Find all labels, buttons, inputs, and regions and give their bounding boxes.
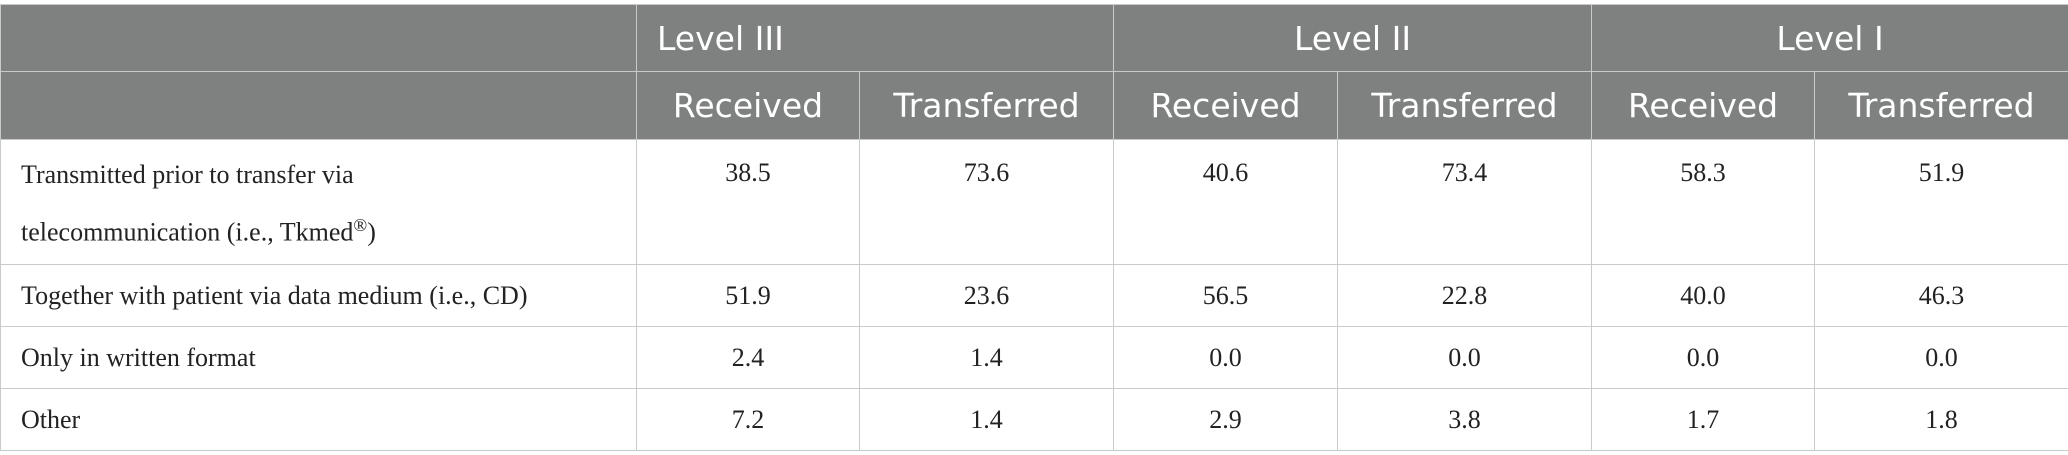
table-cell: 0.0 [1113, 326, 1339, 389]
header-subcolumn: Received [1113, 71, 1339, 140]
table-cell: 2.4 [636, 326, 860, 389]
data-table: Level III Level II Level I Received Tran… [0, 4, 2068, 451]
table-cell: 40.0 [1591, 264, 1816, 327]
row-label: Only in written format [0, 326, 637, 389]
header-subcolumn: Transferred [1337, 71, 1593, 140]
table-cell: 22.8 [1337, 264, 1593, 327]
header-level-3: Level III [635, 4, 1115, 72]
table-cell: 38.5 [636, 139, 860, 265]
header-level-2: Level II [1113, 4, 1593, 72]
table-cell: 1.8 [1814, 388, 2068, 451]
table-cell: 1.4 [858, 388, 1115, 451]
header-corner-cell [0, 4, 637, 72]
table-cell: 3.8 [1337, 388, 1593, 451]
row-label-close: ) [367, 217, 376, 247]
header-subcolumn: Transferred [858, 71, 1115, 140]
table-cell: 1.4 [858, 326, 1115, 389]
table-row: Only in written format 2.4 1.4 0.0 0.0 0… [0, 326, 2068, 389]
row-label: Other [0, 388, 637, 451]
table-cell: 40.6 [1113, 139, 1339, 265]
header-level-1: Level I [1591, 4, 2068, 72]
row-label: Together with patient via data medium (i… [0, 264, 637, 327]
header-row-levels: Level III Level II Level I [0, 4, 2068, 72]
table-cell: 58.3 [1591, 139, 1816, 265]
table-cell: 0.0 [1814, 326, 2068, 389]
table-cell: 46.3 [1814, 264, 2068, 327]
table-row: Transmitted prior to transfer via telecom… [0, 139, 2068, 265]
header-subcolumn: Transferred [1814, 71, 2068, 140]
table-cell: 0.0 [1337, 326, 1593, 389]
table-header: Level III Level II Level I Received Tran… [0, 4, 2068, 140]
row-label-line: telecommunication (i.e., Tkmed [21, 217, 354, 247]
table-cell: 7.2 [636, 388, 860, 451]
table-row: Together with patient via data medium (i… [0, 264, 2068, 327]
header-corner-cell-2 [0, 71, 637, 140]
row-label: Transmitted prior to transfer via telecom… [0, 139, 637, 265]
header-subcolumn: Received [1591, 71, 1816, 140]
table-cell: 73.6 [858, 139, 1115, 265]
table-cell: 0.0 [1591, 326, 1816, 389]
header-row-subcolumns: Received Transferred Received Transferre… [0, 71, 2068, 140]
table-body: Transmitted prior to transfer via telecom… [0, 139, 2068, 451]
table-row: Other 7.2 1.4 2.9 3.8 1.7 1.8 [0, 388, 2068, 451]
table-cell: 73.4 [1337, 139, 1593, 265]
table-cell: 51.9 [636, 264, 860, 327]
row-label-line: Transmitted prior to transfer via [21, 160, 354, 189]
table-cell: 23.6 [858, 264, 1115, 327]
registered-mark: ® [353, 215, 368, 235]
table-cell: 56.5 [1113, 264, 1339, 327]
table-cell: 2.9 [1113, 388, 1339, 451]
header-subcolumn: Received [636, 71, 860, 140]
table-cell: 1.7 [1591, 388, 1816, 451]
table-cell: 51.9 [1814, 139, 2068, 265]
